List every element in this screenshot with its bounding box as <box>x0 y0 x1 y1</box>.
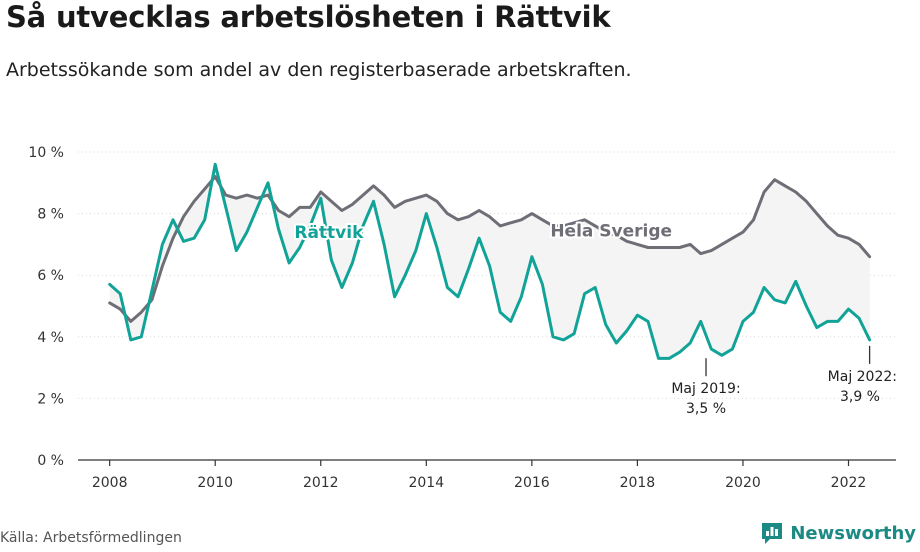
source-note: Källa: Arbetsförmedlingen <box>0 530 182 546</box>
difference-fill <box>109 164 870 359</box>
x-tick-label: 2022 <box>831 475 867 491</box>
y-tick-label: 6 % <box>37 268 64 284</box>
annotations: Maj 2019: 3,5 % Maj 2022: 3,9 % <box>671 345 897 417</box>
series-line-rattvik <box>108 162 872 360</box>
series-line-hela-sverige <box>108 175 872 323</box>
annotation-label-value: 3,5 % <box>686 401 726 417</box>
x-tick-label: 2010 <box>197 475 233 491</box>
chart-title: Så utvecklas arbetslösheten i Rättvik <box>6 0 611 34</box>
difference-area <box>109 164 870 359</box>
annotation-label-date: Maj 2019: <box>671 381 740 397</box>
x-tick-label: 2014 <box>408 475 444 491</box>
y-tick-label: 10 % <box>28 145 64 161</box>
x-tick-label: 2020 <box>725 475 761 491</box>
x-tick-label: 2008 <box>92 475 128 491</box>
series-label-hela-sverige-halo: Hela Sverige <box>550 222 672 242</box>
series-lines <box>108 162 872 360</box>
brand-logo: Newsworthy <box>760 520 916 546</box>
x-tick-label: 2012 <box>303 475 339 491</box>
series-label-rattvik-halo: Rättvik <box>294 223 364 243</box>
y-tick-label: 4 % <box>37 330 64 346</box>
brand-name: Newsworthy <box>790 522 916 544</box>
series-label-hela-sverige: Hela Sverige <box>550 222 672 242</box>
series-label-rattvik: Rättvik <box>294 223 364 243</box>
annotation-label-date: Maj 2022: <box>828 369 897 385</box>
axes: 0 % 2 % 4 % 6 % 8 % 10 % 2008 2010 2012 2014 2016 2… <box>28 145 896 491</box>
y-tick-label: 0 % <box>37 453 64 469</box>
bar-chart-speech-bubble-icon <box>762 523 783 544</box>
y-tick-label: 8 % <box>37 207 64 223</box>
y-tick-label: 2 % <box>37 391 64 407</box>
x-tick-label: 2016 <box>514 475 550 491</box>
chart-subtitle: Arbetssökande som andel av den registerb… <box>6 59 632 81</box>
x-tick-label: 2018 <box>620 475 656 491</box>
annotation-label-value: 3,9 % <box>840 389 880 405</box>
